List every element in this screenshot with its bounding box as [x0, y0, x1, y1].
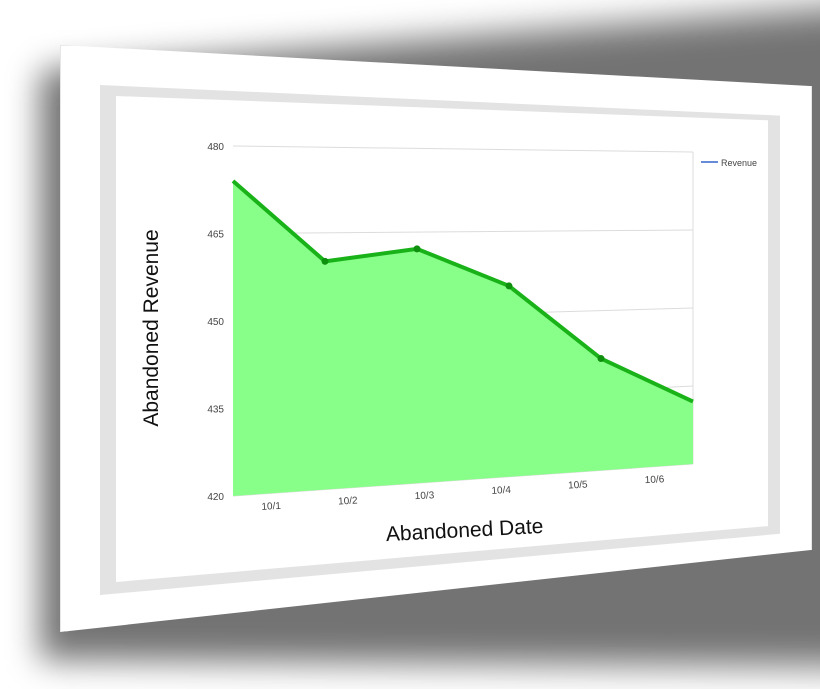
y-tick-labels: 420 435 450 465 480 — [207, 142, 224, 503]
legend-label-revenue: Revenue — [721, 158, 757, 168]
x-tick-label: 10/5 — [568, 479, 588, 491]
gridline-465 — [233, 230, 693, 234]
x-axis-title: Abandoned Date — [385, 515, 544, 546]
y-tick-label: 480 — [207, 142, 224, 153]
y-axis-title: Abandoned Revenue — [140, 229, 163, 426]
data-point-10-2 — [322, 258, 329, 265]
y-tick-label: 420 — [207, 492, 224, 503]
x-tick-label: 10/3 — [415, 490, 435, 502]
y-tick-label: 465 — [207, 230, 224, 241]
data-point-10-5 — [598, 355, 605, 362]
data-point-10-3 — [414, 245, 421, 252]
y-tick-label: 435 — [207, 405, 224, 416]
legend: Revenue — [701, 158, 757, 168]
x-tick-label: 10/1 — [261, 501, 281, 513]
data-point-10-4 — [506, 282, 513, 289]
gridline-480 — [233, 146, 693, 152]
area-fill-revenue — [233, 181, 693, 496]
x-tick-label: 10/4 — [491, 485, 511, 497]
x-tick-label: 10/2 — [338, 495, 358, 507]
y-tick-label: 450 — [207, 317, 224, 328]
x-tick-label: 10/6 — [645, 474, 665, 486]
